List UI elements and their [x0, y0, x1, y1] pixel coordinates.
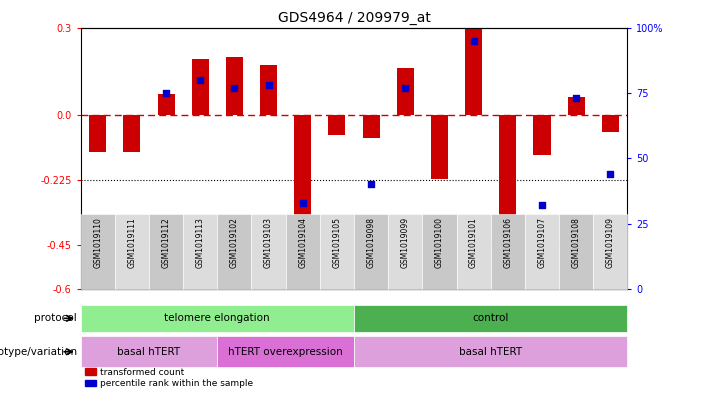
- Bar: [123, 115, 140, 152]
- Text: protocol: protocol: [34, 313, 77, 323]
- Point: [605, 171, 616, 177]
- Bar: [354, 305, 627, 332]
- Bar: [499, 115, 517, 274]
- Bar: [217, 214, 252, 289]
- Bar: [252, 214, 286, 289]
- Bar: [354, 336, 627, 367]
- Bar: [354, 214, 388, 289]
- Text: GSM1019103: GSM1019103: [264, 217, 273, 268]
- Text: basal hTERT: basal hTERT: [117, 347, 181, 357]
- Text: GSM1019112: GSM1019112: [161, 217, 170, 268]
- Point: [161, 90, 172, 96]
- Text: GSM1019109: GSM1019109: [606, 217, 615, 268]
- Bar: [456, 214, 491, 289]
- Point: [263, 82, 274, 88]
- Bar: [149, 214, 183, 289]
- Bar: [362, 115, 380, 138]
- Text: control: control: [472, 313, 509, 323]
- Bar: [491, 214, 525, 289]
- Bar: [191, 59, 209, 115]
- Bar: [397, 68, 414, 115]
- Text: GSM1019106: GSM1019106: [503, 217, 512, 268]
- Text: GSM1019113: GSM1019113: [196, 217, 205, 268]
- Bar: [81, 336, 217, 367]
- Text: GSM1019099: GSM1019099: [401, 217, 410, 268]
- Text: GSM1019102: GSM1019102: [230, 217, 239, 268]
- Bar: [533, 115, 550, 155]
- Point: [468, 37, 479, 44]
- Text: GSM1019100: GSM1019100: [435, 217, 444, 268]
- Bar: [89, 115, 107, 152]
- Point: [195, 77, 206, 83]
- Text: hTERT overexpression: hTERT overexpression: [229, 347, 343, 357]
- Bar: [568, 97, 585, 115]
- Bar: [320, 214, 354, 289]
- Bar: [422, 214, 456, 289]
- Bar: [388, 214, 422, 289]
- Point: [229, 84, 240, 91]
- Text: GSM1019105: GSM1019105: [332, 217, 341, 268]
- Text: basal hTERT: basal hTERT: [459, 347, 522, 357]
- Point: [400, 84, 411, 91]
- Point: [126, 254, 137, 261]
- Point: [365, 181, 376, 187]
- Text: GSM1019110: GSM1019110: [93, 217, 102, 268]
- Bar: [593, 214, 627, 289]
- Point: [434, 273, 445, 279]
- Text: GSM1019101: GSM1019101: [469, 217, 478, 268]
- Text: telomere elongation: telomere elongation: [165, 313, 270, 323]
- Point: [571, 95, 582, 101]
- Bar: [525, 214, 559, 289]
- Bar: [328, 115, 346, 135]
- Bar: [286, 214, 320, 289]
- Legend: transformed count, percentile rank within the sample: transformed count, percentile rank withi…: [85, 368, 252, 389]
- Title: GDS4964 / 209979_at: GDS4964 / 209979_at: [278, 11, 430, 25]
- Bar: [81, 305, 354, 332]
- Bar: [431, 115, 448, 178]
- Bar: [601, 115, 619, 132]
- Text: GSM1019098: GSM1019098: [367, 217, 376, 268]
- Bar: [260, 65, 277, 115]
- Point: [92, 259, 103, 266]
- Text: GSM1019111: GSM1019111: [128, 217, 137, 268]
- Text: GSM1019104: GSM1019104: [298, 217, 307, 268]
- Bar: [158, 94, 175, 115]
- Point: [332, 267, 343, 274]
- Bar: [559, 214, 593, 289]
- Text: genotype/variation: genotype/variation: [0, 347, 77, 357]
- Bar: [226, 57, 243, 115]
- Text: GSM1019108: GSM1019108: [571, 217, 580, 268]
- Point: [297, 200, 308, 206]
- Bar: [217, 336, 354, 367]
- Bar: [183, 214, 217, 289]
- Bar: [465, 28, 482, 115]
- Point: [536, 202, 547, 208]
- Bar: [81, 214, 115, 289]
- Point: [502, 273, 513, 279]
- Bar: [294, 115, 311, 216]
- Text: GSM1019107: GSM1019107: [538, 217, 547, 268]
- Bar: [115, 214, 149, 289]
